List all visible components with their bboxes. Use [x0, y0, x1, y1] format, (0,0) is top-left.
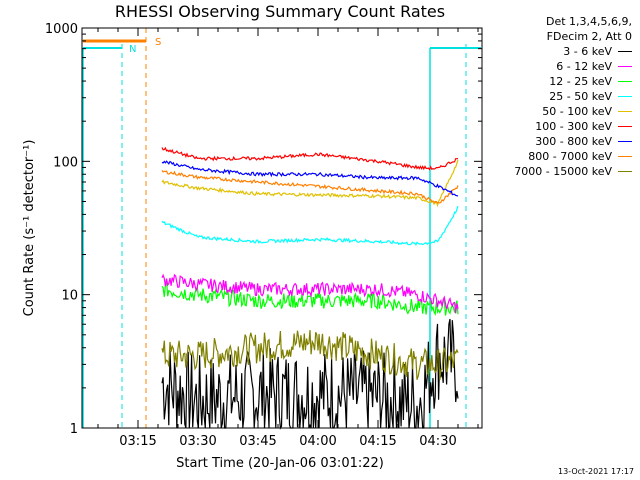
- legend-item: 300 - 800 keV: [535, 134, 632, 149]
- series-line-100-300-keV: [161, 146, 459, 171]
- legend-item: 3 - 6 keV: [563, 44, 632, 59]
- y-tick-label: 10: [61, 289, 78, 304]
- footer-timestamp: 13-Oct-2021 17:17: [558, 467, 634, 476]
- legend-swatch: [618, 95, 632, 98]
- x-tick-label: 04:30: [419, 434, 456, 449]
- legend-swatch: [618, 140, 632, 143]
- axis-layer: 1 10 100 1000 03:15 03:30 03:45 04:00 04:15 04:30: [45, 22, 482, 449]
- legend-label: 3 - 6 keV: [563, 45, 612, 58]
- legend-item: 6 - 12 keV: [556, 59, 632, 74]
- legend-item: 12 - 25 keV: [549, 74, 632, 89]
- legend-title-line-2: FDecim 2, Att 0: [546, 30, 632, 43]
- legend-label: 300 - 800 keV: [535, 135, 612, 148]
- legend-swatch: [618, 155, 632, 158]
- legend-label: 100 - 300 keV: [535, 120, 612, 133]
- y-axis-label: Count Rate (s⁻¹ detector⁻¹): [22, 140, 37, 317]
- legend-label: 800 - 7000 keV: [528, 150, 612, 163]
- legend-label: 6 - 12 keV: [556, 60, 612, 73]
- y-tick-label: 100: [53, 155, 78, 170]
- legend-swatch: [618, 110, 632, 113]
- legend-swatch: [618, 125, 632, 128]
- legend-label: 25 - 50 keV: [549, 90, 612, 103]
- series-line-3-6-keV: [161, 318, 459, 430]
- marker-label: N: [129, 44, 136, 55]
- chart-title: RHESSI Observing Summary Count Rates: [115, 2, 445, 21]
- series-line-50-100-keV: [161, 159, 459, 208]
- x-tick-label: 03:45: [239, 434, 276, 449]
- legend-label: 7000 - 15000 keV: [514, 165, 612, 178]
- legend-title-line-1: Det 1,3,4,5,6,9,: [545, 15, 632, 28]
- series-line-6-12-keV: [161, 273, 459, 314]
- series-line-12-25-keV: [161, 281, 459, 316]
- legend-swatch: [618, 65, 632, 68]
- y-tick-label: 1000: [45, 22, 78, 37]
- legend-item: 100 - 300 keV: [535, 119, 632, 134]
- marker-label: S: [155, 37, 161, 48]
- x-tick-label: 03:15: [119, 434, 156, 449]
- series-line-800-7000-keV: [161, 170, 459, 204]
- x-tick-label: 03:30: [179, 434, 216, 449]
- legend-item: 50 - 100 keV: [542, 104, 632, 119]
- x-axis-label: Start Time (20-Jan-06 03:01:22): [176, 456, 384, 471]
- legend-item: 7000 - 15000 keV: [514, 164, 632, 179]
- x-tick-label: 04:00: [299, 434, 336, 449]
- series-line-7000-15000-keV: [161, 330, 459, 381]
- legend-swatch: [618, 80, 632, 83]
- legend-label: 12 - 25 keV: [549, 75, 612, 88]
- legend-swatch: [618, 50, 632, 53]
- legend-swatch: [618, 170, 632, 173]
- legend-label: 50 - 100 keV: [542, 105, 612, 118]
- data-layer: NS: [82, 28, 481, 430]
- legend-item: 25 - 50 keV: [549, 89, 632, 104]
- x-tick-label: 04:15: [359, 434, 396, 449]
- plot-frame: [81, 27, 483, 429]
- series-line-25-50-keV: [161, 205, 459, 247]
- y-tick-label: 1: [70, 422, 78, 437]
- series-line-300-800-keV: [161, 160, 459, 197]
- legend-item: 800 - 7000 keV: [528, 149, 632, 164]
